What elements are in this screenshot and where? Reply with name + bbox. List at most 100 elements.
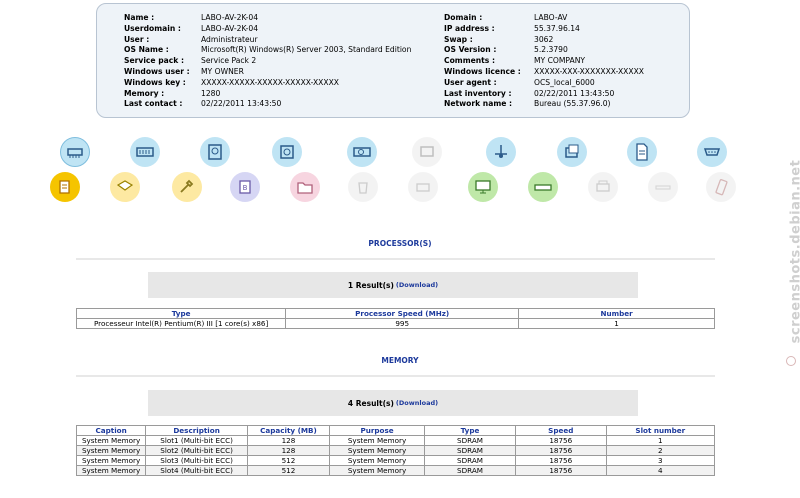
table-cell: 128 (246, 435, 330, 446)
column-header[interactable]: Caption (75, 425, 147, 436)
info-value: 02/22/2011 13:43:50 (201, 99, 282, 109)
info-label: Windows user : (124, 67, 190, 76)
table-row: System Memory Slot4 (Multi-bit ECC) 512 Sys… (75, 465, 716, 476)
trash-icon[interactable] (348, 172, 378, 202)
memory-icon[interactable] (130, 137, 160, 167)
processor-icon[interactable] (60, 137, 90, 167)
watermark-logo (786, 356, 796, 366)
table-cell: 1 (518, 318, 715, 329)
table-cell: Slot2 (Multi-bit ECC) (145, 445, 248, 456)
info-label: User : (124, 34, 150, 44)
divider (76, 258, 715, 260)
network-icon[interactable] (486, 137, 516, 167)
info-value: 3062 (534, 34, 554, 44)
processor-result-count: 1 Result(s) (347, 280, 394, 290)
info-label: User agent : (444, 77, 497, 87)
table-row: System Memory Slot1 (Multi-bit ECC) 128 Sys… (75, 435, 716, 446)
table-row: System Memory Slot3 (Multi-bit ECC) 512 Sys… (75, 455, 716, 466)
slot-icon[interactable] (648, 172, 678, 202)
table-header-row: Caption Description Capacity (MB) Purpose Ty… (75, 425, 716, 436)
video-icon[interactable] (347, 137, 377, 167)
info-value: OCS_local_6000 (534, 77, 595, 87)
column-header[interactable]: Type (75, 308, 287, 319)
table-cell: 3 (605, 455, 716, 466)
table-cell: 4 (605, 465, 716, 476)
info-value: 02/22/2011 13:43:50 (534, 88, 615, 98)
table-cell: 18756 (514, 445, 607, 456)
info-value: XXXXX-XXXXX-XXXXX-XXXXX-XXXXX (201, 77, 339, 87)
memory-result-count: 4 Result(s) (347, 398, 394, 408)
info-value: Service Pack 2 (201, 56, 257, 66)
phone-icon[interactable] (706, 172, 736, 202)
column-header[interactable]: Speed (514, 425, 607, 436)
column-header[interactable]: Processor Speed (MHz) (285, 308, 520, 319)
info-value: Administrateur (201, 34, 258, 44)
bios-icon[interactable]: B (230, 172, 260, 202)
table-cell: 18756 (514, 455, 607, 466)
info-label: Windows key : (124, 77, 186, 87)
table-cell: 995 (285, 318, 520, 329)
modem-icon[interactable] (528, 172, 558, 202)
info-label: OS Name : (124, 45, 169, 55)
info-value: LABO-AV (534, 13, 568, 22)
info-label: Service pack : (124, 56, 185, 66)
processor-download-link[interactable]: (Download) (395, 281, 439, 289)
info-label: Name : (124, 13, 155, 22)
info-label: Comments : (444, 56, 496, 66)
info-value: 55.37.96.14 (534, 23, 580, 33)
document-icon[interactable] (627, 137, 657, 167)
column-header[interactable]: Slot number (605, 425, 716, 436)
drives-icon[interactable] (272, 137, 302, 167)
table-cell: System Memory (75, 445, 147, 456)
column-header[interactable]: Type (424, 425, 516, 436)
table-cell: 128 (246, 445, 330, 456)
folder-icon[interactable] (290, 172, 320, 202)
table-cell: System Memory (328, 445, 426, 456)
info-label: Last contact : (124, 99, 183, 109)
info-value: XXXXX-XXX-XXXXXXX-XXXXX (534, 67, 644, 76)
column-header[interactable]: Number (518, 308, 715, 319)
table-cell: 1 (605, 435, 716, 446)
svg-text:B: B (243, 184, 248, 192)
divider (76, 375, 715, 377)
info-label: Swap : (444, 34, 473, 44)
processor-section-title: PROCESSOR(S) (368, 239, 432, 248)
table-cell: SDRAM (424, 455, 516, 466)
table-row: System Memory Slot2 (Multi-bit ECC) 128 Sys… (75, 445, 716, 456)
ports-icon[interactable] (557, 137, 587, 167)
table-cell: SDRAM (424, 445, 516, 456)
table-row: Processeur Intel(R) Pentium(R) III [1 co… (75, 318, 715, 329)
monitor-grey-icon[interactable] (412, 137, 442, 167)
table-cell: 2 (605, 445, 716, 456)
storage-icon[interactable] (200, 137, 230, 167)
display-icon[interactable] (468, 172, 498, 202)
info-label: Memory : (124, 88, 165, 98)
table-cell: System Memory (75, 455, 147, 466)
memory-table: Caption Description Capacity (MB) Purpose Ty… (75, 425, 716, 476)
printer-grey-icon[interactable] (408, 172, 438, 202)
info-label: OS Version : (444, 45, 497, 55)
column-header[interactable]: Capacity (MB) (246, 425, 330, 436)
table-cell: System Memory (75, 465, 147, 476)
info-label: Last inventory : (444, 88, 512, 98)
registry-icon[interactable] (110, 172, 140, 202)
watermark: screenshots.debian.net (788, 159, 800, 344)
info-value: Microsoft(R) Windows(R) Server 2003, Sta… (201, 45, 412, 55)
info-value: 5.2.3790 (534, 45, 568, 55)
printer-icon[interactable] (588, 172, 618, 202)
table-header-row: Type Processor Speed (MHz) Number (75, 308, 715, 319)
info-value: MY COMPANY (534, 56, 586, 66)
column-header[interactable]: Purpose (328, 425, 426, 436)
column-header[interactable]: Description (145, 425, 248, 436)
table-cell: System Memory (328, 435, 426, 446)
table-cell: Slot4 (Multi-bit ECC) (145, 465, 248, 476)
software-icon[interactable] (50, 172, 80, 202)
info-label: Network name : (444, 99, 513, 109)
tools-icon[interactable] (172, 172, 202, 202)
serial-port-icon[interactable] (697, 137, 727, 167)
memory-download-link[interactable]: (Download) (395, 399, 439, 407)
memory-section-title: MEMORY (381, 356, 419, 365)
table-cell: System Memory (75, 435, 147, 446)
info-label: Domain : (444, 13, 483, 22)
table-cell: 18756 (514, 465, 607, 476)
